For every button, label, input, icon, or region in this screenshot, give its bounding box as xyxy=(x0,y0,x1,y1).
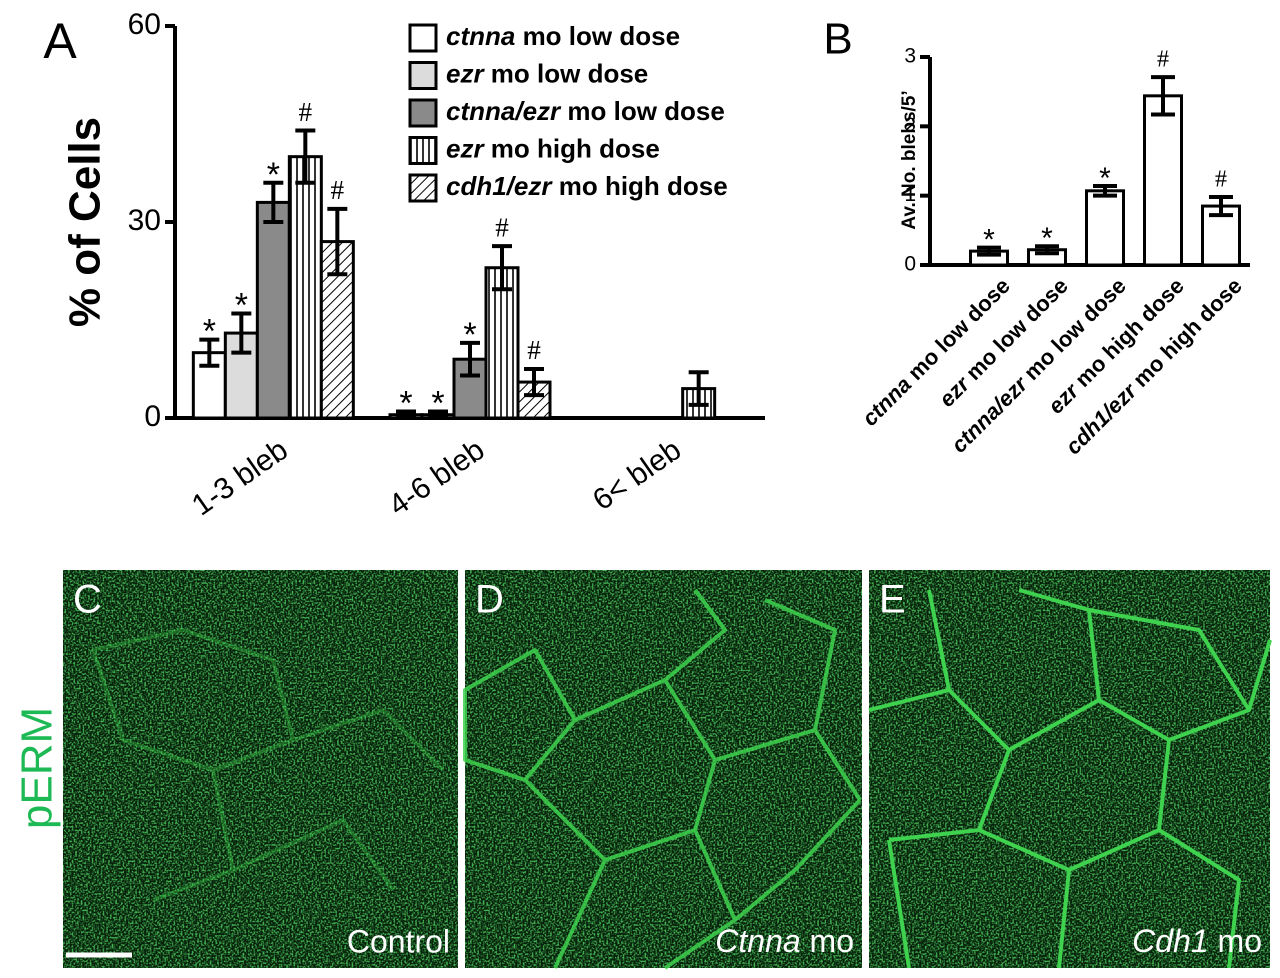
y-axis-label: Av. No. blebs/5’ xyxy=(899,90,920,229)
panel-caption: Cdh1 mo xyxy=(1132,923,1262,959)
legend-label: cdh1/ezr mo high dose xyxy=(446,171,728,201)
significance-marker: * xyxy=(983,224,995,257)
micrograph: D Ctnna mo xyxy=(463,570,862,970)
y-tick-label: 30 xyxy=(128,204,161,237)
bar xyxy=(255,200,291,420)
x-tick-label: 6< bleb xyxy=(587,433,687,517)
error-bar xyxy=(327,206,348,277)
bar xyxy=(287,155,323,420)
cell-boundaries xyxy=(463,588,862,970)
panel-letter: C xyxy=(73,578,102,622)
legend-label: ctnna/ezr mo low dose xyxy=(446,96,725,126)
panel-letter: E xyxy=(879,578,906,622)
y-tick-label: 2 xyxy=(904,114,916,137)
cell-boundaries xyxy=(868,588,1272,969)
significance-marker: # xyxy=(527,335,541,365)
cell-boundaries xyxy=(91,628,445,902)
bar xyxy=(484,266,520,420)
micrograph-speckle xyxy=(63,570,458,968)
significance-marker: * xyxy=(1099,162,1111,195)
significance-marker: * xyxy=(431,384,444,422)
legend-swatch xyxy=(408,173,438,203)
x-tick-label: 4-6 bleb xyxy=(383,433,491,522)
significance-marker: * xyxy=(235,286,248,324)
significance-marker: # xyxy=(331,175,345,205)
y-tick-label: 3 xyxy=(904,45,916,68)
legend-label: ezr mo high dose xyxy=(446,133,660,163)
error-bar xyxy=(1151,75,1175,117)
error-bar xyxy=(199,337,220,368)
legend-swatch xyxy=(408,98,438,128)
significance-marker: * xyxy=(203,313,216,351)
error-bar xyxy=(396,409,416,420)
legend-swatch xyxy=(408,61,438,90)
bar xyxy=(1143,94,1183,267)
significance-marker: # xyxy=(1157,47,1169,73)
significance-marker: # xyxy=(299,97,313,127)
x-tick-label: 1-3 bleb xyxy=(186,433,294,522)
legend-swatch xyxy=(408,136,438,165)
error-bar xyxy=(524,367,544,398)
y-tick-label: 1 xyxy=(904,183,916,206)
significance-marker: * xyxy=(1041,222,1053,255)
bar xyxy=(1085,189,1125,267)
micrograph-speckle xyxy=(465,570,862,968)
error-bar xyxy=(492,244,512,292)
error-bar xyxy=(688,370,709,407)
error-bar xyxy=(231,311,252,355)
error-bar xyxy=(295,128,316,185)
error-bar xyxy=(460,340,480,378)
panel-letter: B xyxy=(823,15,852,64)
legend-swatch xyxy=(408,23,438,53)
error-bar xyxy=(428,409,448,420)
panel-letter: A xyxy=(43,13,77,69)
panel-caption: Ctnna mo xyxy=(715,923,854,959)
y-axis-label: % of Cells xyxy=(61,117,110,327)
y-tick-label: 0 xyxy=(144,400,161,433)
y-tick-label: 60 xyxy=(128,8,161,41)
legend-label: ezr mo low dose xyxy=(446,58,648,88)
panel-letter: D xyxy=(475,578,504,622)
micrograph-speckle xyxy=(869,570,1270,968)
micrograph: C Control xyxy=(63,570,458,968)
y-tick-label: 0 xyxy=(904,253,916,276)
significance-marker: * xyxy=(399,384,412,422)
significance-marker: * xyxy=(463,316,476,354)
micrograph: E Cdh1 mo xyxy=(868,570,1272,969)
error-bar xyxy=(1035,244,1059,256)
micrographs: C Control D Ctnna mo E Cdh1 mo xyxy=(63,570,1272,970)
significance-marker: * xyxy=(267,156,280,194)
legend-label: ctnna mo low dose xyxy=(446,21,680,51)
panel-caption: Control xyxy=(347,923,450,959)
significance-marker: # xyxy=(1215,167,1227,193)
significance-marker: # xyxy=(495,212,509,242)
error-bar xyxy=(977,245,1001,257)
stain-label: pERM xyxy=(13,707,62,829)
error-bar xyxy=(1093,183,1117,198)
error-bar xyxy=(263,180,284,224)
error-bar xyxy=(1209,195,1233,218)
